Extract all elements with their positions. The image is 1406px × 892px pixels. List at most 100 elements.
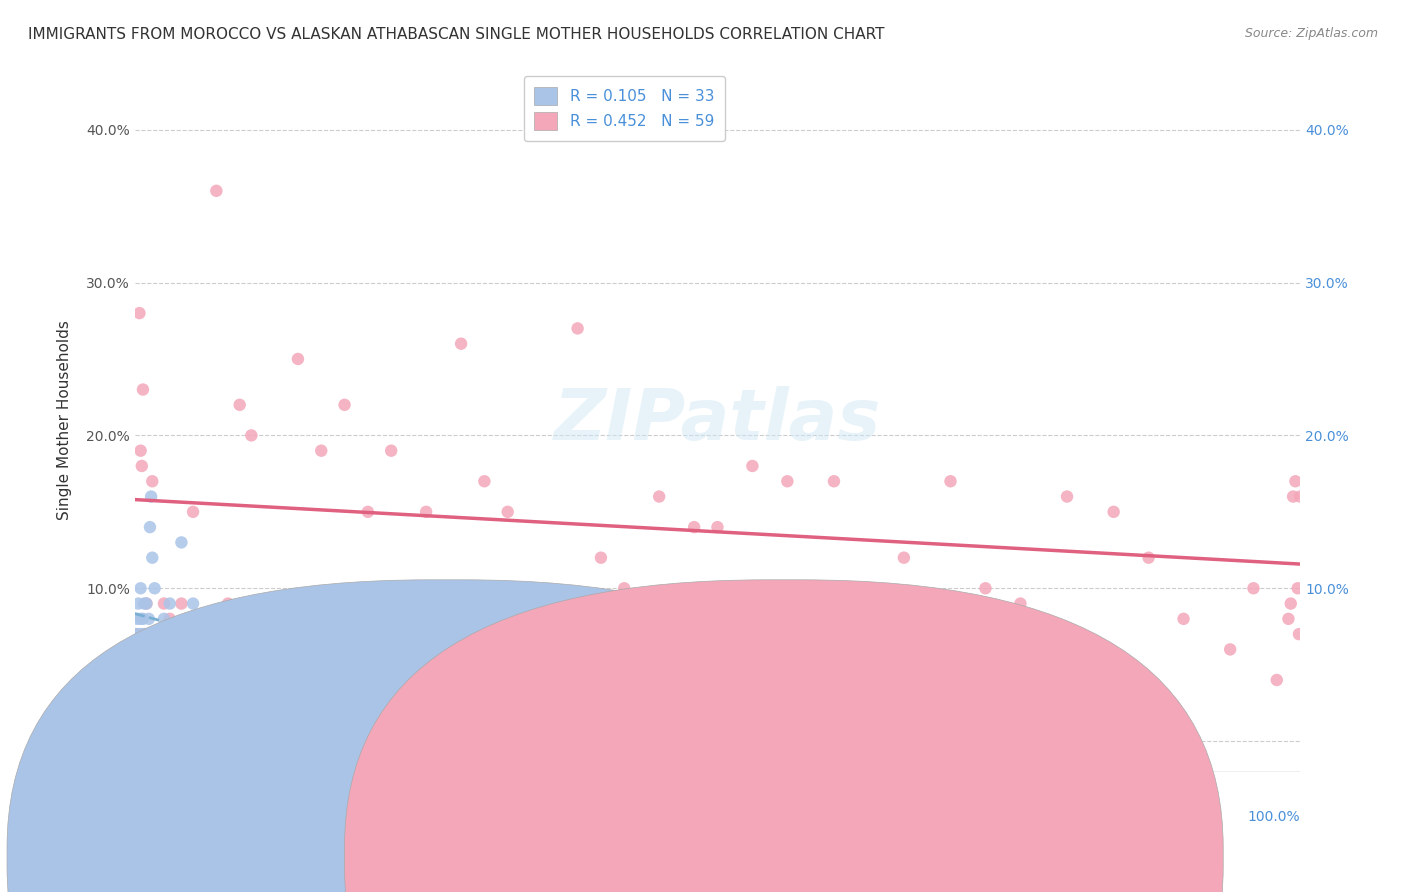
Point [138,612,160,626]
Point [135,597,157,611]
Point [129,581,152,595]
Point [415,505,437,519]
Point [181,505,204,519]
Point [194,704,217,718]
Point [205,184,228,198]
Point [531,597,554,611]
Point [139,520,162,534]
Point [496,505,519,519]
Point [974,581,997,595]
Point [1243,581,1265,595]
Point [450,336,472,351]
Point [1277,612,1299,626]
Point [706,520,728,534]
Point [134,627,156,641]
Point [153,612,176,626]
Point [1056,490,1078,504]
Point [217,612,239,626]
Point [159,597,181,611]
Text: 100.0%: 100.0% [1247,810,1301,824]
Point [134,627,156,641]
Text: Alaskan Athabascans: Alaskan Athabascans [799,842,945,856]
Point [181,597,204,611]
Point [380,443,402,458]
Point [309,443,332,458]
Point [127,612,149,626]
Point [125,627,148,641]
Point [149,627,172,641]
Point [127,657,149,672]
Point [240,673,263,687]
Text: 0.0%: 0.0% [135,810,170,824]
Point [263,612,285,626]
Point [1279,597,1302,611]
Point [127,627,149,641]
Point [741,458,763,473]
Point [132,383,155,397]
Point [683,520,706,534]
Point [131,627,153,641]
Point [132,657,155,672]
Point [127,597,149,611]
Y-axis label: Single Mother Households: Single Mother Households [58,320,72,520]
Point [1284,475,1306,489]
Point [141,550,163,565]
Point [194,612,217,626]
Point [165,642,187,657]
Point [165,627,187,641]
Point [1102,505,1125,519]
Text: ZIPatlas: ZIPatlas [554,385,882,455]
Point [129,612,152,626]
Text: Source: ZipAtlas.com: Source: ZipAtlas.com [1244,27,1378,40]
Point [228,398,250,412]
Point [146,642,169,657]
Point [567,321,589,335]
Point [128,642,150,657]
Point [141,475,163,489]
Point [1286,581,1309,595]
Point [129,443,152,458]
Point [823,475,845,489]
Point [474,475,496,489]
Point [128,306,150,320]
Text: Immigrants from Morocco: Immigrants from Morocco [444,842,624,856]
Point [159,612,181,626]
Point [128,627,150,641]
Point [217,597,239,611]
Text: IMMIGRANTS FROM MOROCCO VS ALASKAN ATHABASCAN SINGLE MOTHER HOUSEHOLDS CORRELATI: IMMIGRANTS FROM MOROCCO VS ALASKAN ATHAB… [28,27,884,42]
Point [1219,642,1241,657]
Point [287,351,309,366]
Point [1265,673,1288,687]
Point [146,642,169,657]
Point [333,398,356,412]
Point [127,642,149,657]
Point [170,597,193,611]
Point [153,597,176,611]
Point [648,490,671,504]
Legend: R = 0.105   N = 33, R = 0.452   N = 59: R = 0.105 N = 33, R = 0.452 N = 59 [523,76,724,141]
Point [135,597,157,611]
Point [939,475,962,489]
Point [138,642,160,657]
Point [143,581,166,595]
Point [131,642,153,657]
Point [240,428,263,442]
Point [134,597,156,611]
Point [589,550,612,565]
Point [134,642,156,657]
Point [131,458,153,473]
Point [1289,490,1312,504]
Point [1282,490,1305,504]
Point [357,505,380,519]
Point [1173,612,1195,626]
Point [858,581,880,595]
Point [139,490,162,504]
Point [1288,627,1310,641]
Point [170,535,193,549]
Point [132,612,155,626]
Point [613,581,636,595]
Point [136,627,159,641]
Point [893,550,915,565]
Point [1137,550,1160,565]
Point [1010,597,1032,611]
